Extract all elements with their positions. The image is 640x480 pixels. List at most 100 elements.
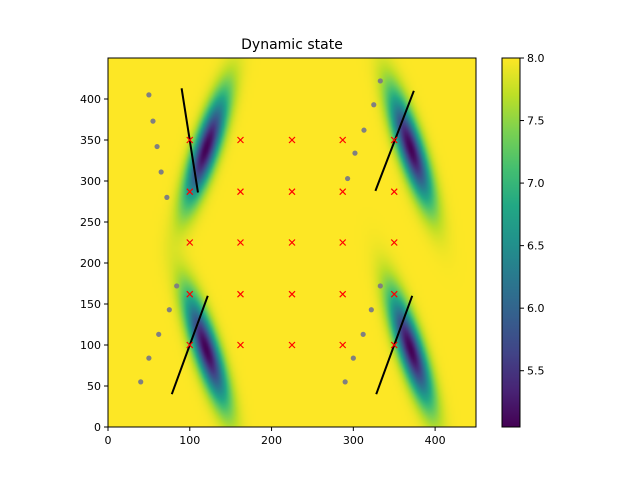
red-x-stroke (390, 341, 398, 349)
gray-point (146, 92, 152, 98)
red-x-stroke (237, 136, 244, 144)
y-tick-label: 350 (80, 134, 101, 147)
gray-point (164, 194, 170, 200)
red-x-stroke (237, 239, 244, 246)
gray-point (158, 169, 164, 175)
y-tick-label: 150 (80, 298, 101, 311)
y-tick-label: 50 (87, 380, 101, 393)
red-x-stroke (237, 188, 244, 196)
gray-point (156, 331, 162, 337)
red-x-marker (288, 188, 296, 196)
red-x-marker (339, 341, 347, 349)
red-x-stroke (390, 188, 398, 196)
red-x-stroke (339, 341, 347, 349)
red-x-stroke (339, 136, 347, 144)
gray-point (342, 379, 348, 385)
red-x-marker (237, 188, 244, 196)
colorbar-ticks: 5.5 6.0 6.5 7.0 7.5 8.0 (520, 52, 545, 378)
x-tick-label: 300 (343, 434, 364, 447)
y-tick-label: 200 (80, 257, 101, 270)
colorbar-tick-label: 7.0 (527, 177, 545, 190)
red-x-stroke (237, 341, 244, 349)
red-x-stroke (390, 290, 398, 298)
gray-point (377, 283, 383, 289)
gray-point (368, 307, 374, 313)
red-x-stroke (288, 341, 296, 349)
gray-point (371, 102, 377, 108)
x-tick-label: 0 (105, 434, 112, 447)
red-x-marker (390, 290, 398, 298)
gray-point (150, 118, 156, 124)
colorbar-frame (501, 57, 521, 428)
y-axis: 0 50 100 150 200 250 300 350 400 (80, 93, 108, 434)
red-x-marker (186, 290, 194, 298)
colorbar-tick-label: 5.5 (527, 365, 545, 378)
colorbar-tick-label: 8.0 (527, 52, 545, 65)
colorbar-tick-label: 6.0 (527, 302, 545, 315)
red-x-marker (288, 341, 296, 349)
red-x-marker (288, 239, 296, 246)
gray-point (138, 379, 144, 385)
red-x-stroke (288, 188, 296, 196)
gray-point (146, 355, 152, 361)
red-x-marker (288, 136, 296, 144)
gray-point (352, 150, 358, 156)
red-x-stroke (186, 341, 194, 349)
red-x-marker (237, 290, 244, 298)
gray-point (377, 78, 383, 84)
red-x-marker (390, 188, 398, 196)
y-tick-label: 0 (94, 421, 101, 434)
x-axis: 0 100 200 300 400 (105, 427, 446, 447)
red-x-marker (237, 136, 244, 144)
gray-point (345, 175, 351, 182)
gray-point (350, 355, 356, 361)
red-x-marker (339, 290, 347, 298)
red-x-stroke (339, 188, 347, 196)
red-x-marker (339, 239, 347, 246)
plot-frame (107, 57, 477, 428)
red-x-marker (237, 239, 244, 246)
red-x-stroke (390, 239, 398, 246)
x-tick-label: 200 (261, 434, 282, 447)
red-x-marker (237, 341, 244, 349)
red-x-stroke (186, 239, 194, 246)
red-x-marker (186, 239, 194, 246)
red-x-stroke (288, 136, 296, 144)
red-x-marker (390, 136, 398, 144)
y-tick-label: 100 (80, 339, 101, 352)
gray-point (154, 143, 160, 150)
gray-point (174, 283, 180, 289)
red-x-stroke (186, 290, 194, 298)
x-tick-label: 400 (425, 434, 446, 447)
colorbar-gradient (502, 58, 520, 427)
red-x-stroke (339, 290, 347, 298)
overlay-marks (138, 78, 415, 395)
y-tick-label: 250 (80, 216, 101, 229)
red-x-marker (339, 136, 347, 144)
y-tick-label: 300 (80, 175, 101, 188)
y-tick-label: 400 (80, 93, 101, 106)
red-x-stroke (186, 188, 194, 196)
red-x-stroke (390, 136, 398, 144)
colorbar: 5.5 6.0 6.5 7.0 7.5 8.0 (501, 52, 545, 428)
colorbar-tick-label: 7.5 (527, 115, 545, 128)
red-x-stroke (288, 239, 296, 246)
colorbar-tick-label: 6.5 (527, 240, 545, 253)
red-x-marker (390, 239, 398, 246)
red-x-marker (186, 188, 194, 196)
plot-area: 0 100 200 300 400 0 50 100 150 200 250 300 350 400 (80, 57, 477, 447)
red-x-stroke (237, 290, 244, 298)
red-x-marker (186, 136, 194, 144)
red-x-stroke (339, 239, 347, 246)
red-x-marker (186, 341, 194, 349)
red-x-marker (288, 290, 296, 298)
gray-point (361, 127, 367, 133)
x-tick-label: 100 (179, 434, 200, 447)
chart-title: Dynamic state (241, 37, 343, 53)
gray-point (166, 307, 172, 313)
red-x-marker (339, 188, 347, 196)
red-x-stroke (288, 290, 296, 298)
gray-point (360, 331, 366, 337)
red-x-marker (390, 341, 398, 349)
